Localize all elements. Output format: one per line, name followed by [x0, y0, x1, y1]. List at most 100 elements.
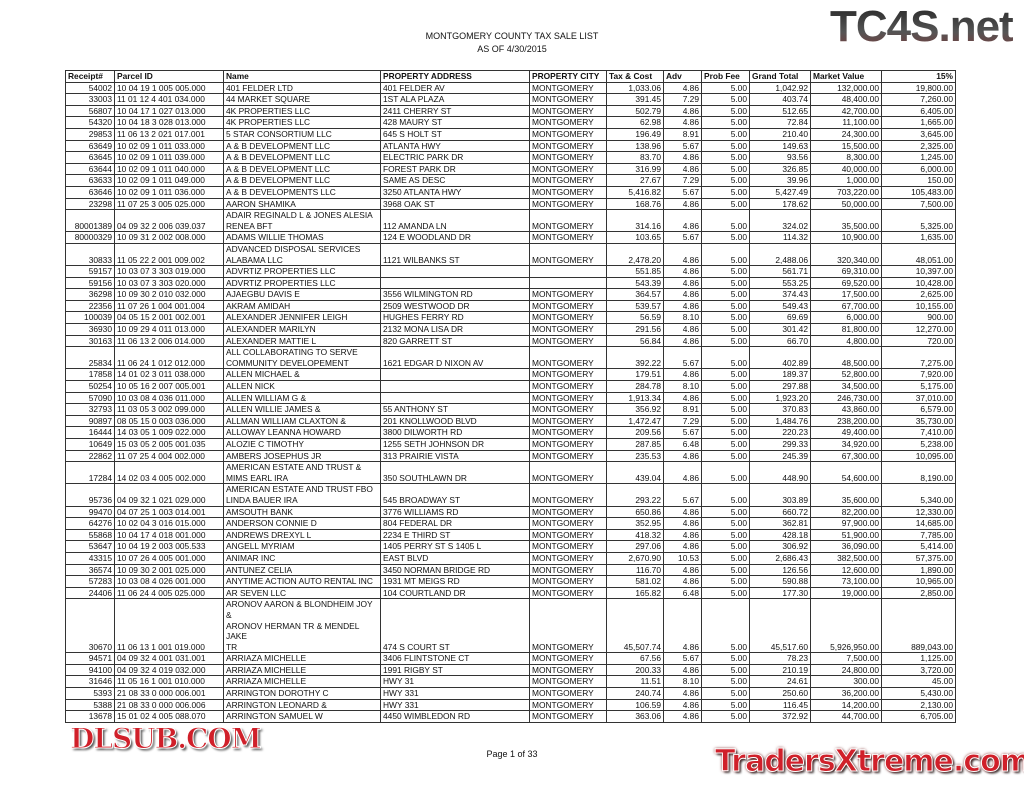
cell-tax-cost: 314.16 — [606, 209, 664, 233]
table-row: 43315 10 07 26 4 005 001.000 ANIMAR INC EAS… — [65, 551, 956, 565]
cell-market-value: 48,500.00 — [810, 346, 882, 370]
cell-fifteen-percent: 720.00 — [881, 334, 956, 348]
cell-fifteen-percent: 5,430.00 — [881, 687, 956, 700]
cell-name: AMSOUTH BANK — [223, 505, 381, 519]
cell-property-city: MONTGOMERY — [529, 598, 607, 654]
cell-prob-fee: 5.00 — [701, 334, 750, 348]
cell-parcel-id: 11 06 13 2 006 014.000 — [114, 334, 224, 348]
cell-tax-cost: 356.92 — [606, 403, 664, 416]
table-row: 10649 15 03 05 2 005 001.035 ALOZIE C TIMO… — [65, 438, 956, 451]
cell-name: ANGELL MYRIAM — [223, 540, 381, 553]
cell-parcel-id: 11 05 22 2 001 009.002 — [114, 242, 224, 267]
cell-grand-total: 1,484.76 — [749, 414, 811, 428]
cell-name: A & B DEVELOPMENT LLC — [223, 174, 381, 187]
cell-adv: 4.86 — [663, 528, 702, 542]
cell-property-city: MONTGOMERY — [529, 288, 607, 301]
cell-parcel-id: 11 05 16 1 001 010.000 — [114, 675, 224, 689]
cell-parcel-id: 04 07 25 1 003 014.001 — [114, 505, 224, 519]
cell-adv: 4.86 — [663, 323, 702, 336]
cell-receipt: 54002 — [65, 81, 115, 95]
table-row: 94100 04 09 32 4 019 032.000 ARRIAZA MICHE… — [65, 663, 956, 677]
cell-market-value: 7,500.00 — [810, 652, 882, 665]
cell-prob-fee: 5.00 — [701, 368, 750, 382]
cell-fifteen-percent: 35,730.00 — [881, 414, 956, 428]
cell-prob-fee: 5.00 — [701, 426, 750, 439]
cell-fifteen-percent: 10,428.00 — [881, 276, 956, 290]
cell-property-city: MONTGOMERY — [529, 528, 607, 542]
cell-market-value: 52,800.00 — [810, 368, 882, 382]
table-row: 5393 21 08 33 0 000 006.001 ARRINGTON DORO… — [65, 687, 956, 700]
table-row: 55868 10 04 17 4 018 001.000 ANDREWS DREXY… — [65, 528, 956, 542]
cell-property-city — [529, 276, 607, 290]
cell-tax-cost: 56.59 — [606, 311, 664, 325]
cell-receipt: 30670 — [65, 598, 115, 654]
cell-property-address: 1405 PERRY ST S 1405 L — [380, 540, 530, 553]
cell-prob-fee: 5.00 — [701, 104, 750, 118]
cell-fifteen-percent: 7,410.00 — [881, 426, 956, 439]
cell-market-value: 69,310.00 — [810, 265, 882, 278]
cell-grand-total: 72.84 — [749, 116, 811, 129]
cell-adv: 4.86 — [663, 598, 702, 654]
cell-parcel-id: 10 03 07 3 303 019.000 — [114, 265, 224, 278]
cell-grand-total: 39.96 — [749, 174, 811, 187]
cell-receipt: 17858 — [65, 368, 115, 382]
cell-property-address — [380, 265, 530, 278]
cell-adv: 5.67 — [663, 426, 702, 439]
cell-tax-cost: 56.84 — [606, 334, 664, 348]
cell-name: ALLEN MICHAEL & — [223, 368, 381, 382]
cell-market-value: 24,300.00 — [810, 127, 882, 141]
cell-receipt: 80001389 — [65, 209, 115, 233]
cell-prob-fee: 5.00 — [701, 652, 750, 665]
cell-property-city: MONTGOMERY — [529, 323, 607, 336]
cell-property-city: MONTGOMERY — [529, 540, 607, 553]
cell-parcel-id: 11 07 25 3 005 025.000 — [114, 197, 224, 211]
cell-property-address: 3968 OAK ST — [380, 197, 530, 211]
cell-property-city: MONTGOMERY — [529, 698, 607, 712]
cell-property-address: 1ST ALA PLAZA — [380, 93, 530, 106]
cell-prob-fee: 5.00 — [701, 575, 750, 588]
cell-prob-fee: 5.00 — [701, 449, 750, 463]
cell-adv: 6.48 — [663, 438, 702, 451]
cell-grand-total: 549.43 — [749, 299, 811, 313]
cell-parcel-id: 11 06 24 4 005 025.000 — [114, 586, 224, 600]
cell-tax-cost: 165.82 — [606, 586, 664, 600]
cell-market-value: 44,700.00 — [810, 710, 882, 723]
cell-name: ARRIAZA MICHELLE — [223, 663, 381, 677]
cell-fifteen-percent: 150.00 — [881, 174, 956, 187]
cell-adv: 10.53 — [663, 551, 702, 565]
cell-tax-cost: 502.79 — [606, 104, 664, 118]
cell-property-address: 820 GARRETT ST — [380, 334, 530, 348]
table-header-row: Receipt# Parcel ID Name PROPERTY ADDRESS PRO… — [65, 70, 956, 83]
cell-parcel-id: 14 03 05 1 009 022.000 — [114, 426, 224, 439]
cell-grand-total: 324.02 — [749, 209, 811, 233]
tradersxtreme-watermark-logo: TradersXtreme.com — [715, 744, 1024, 780]
cell-property-address: HWY 331 — [380, 687, 530, 700]
cell-grand-total: 428.18 — [749, 528, 811, 542]
cell-adv: 4.86 — [663, 391, 702, 405]
cell-prob-fee: 5.00 — [701, 551, 750, 565]
cell-fifteen-percent: 1,125.00 — [881, 652, 956, 665]
cell-property-address: 3556 WILMINGTON RD — [380, 288, 530, 301]
cell-name: AJAEGBU DAVIS E — [223, 288, 381, 301]
table-row: 32793 11 03 05 3 002 099.000 ALLEN WILLIE … — [65, 403, 956, 416]
cell-market-value: 300.00 — [810, 675, 882, 689]
header-prob-fee: Prob Fee — [701, 70, 750, 83]
cell-property-address: FOREST PARK DR — [380, 162, 530, 176]
cell-grand-total: 149.63 — [749, 139, 811, 153]
cell-parcel-id: 11 03 05 3 002 099.000 — [114, 403, 224, 416]
cell-name: ARRIAZA MICHELLE — [223, 652, 381, 665]
cell-property-city: MONTGOMERY — [529, 414, 607, 428]
cell-market-value: 35,600.00 — [810, 483, 882, 507]
cell-property-address: 104 COURTLAND DR — [380, 586, 530, 600]
cell-name: ANIMAR INC — [223, 551, 381, 565]
cell-name: ADVANCED DISPOSAL SERVICES ALABAMA LLC — [223, 242, 381, 267]
cell-fifteen-percent: 45.00 — [881, 675, 956, 689]
cell-property-city: MONTGOMERY — [529, 403, 607, 416]
cell-property-city: MONTGOMERY — [529, 483, 607, 507]
cell-receipt: 94100 — [65, 663, 115, 677]
cell-adv: 7.29 — [663, 174, 702, 187]
cell-market-value: 382,500.00 — [810, 551, 882, 565]
cell-market-value: 238,200.00 — [810, 414, 882, 428]
cell-grand-total: 297.88 — [749, 380, 811, 393]
cell-fifteen-percent: 3,645.00 — [881, 127, 956, 141]
